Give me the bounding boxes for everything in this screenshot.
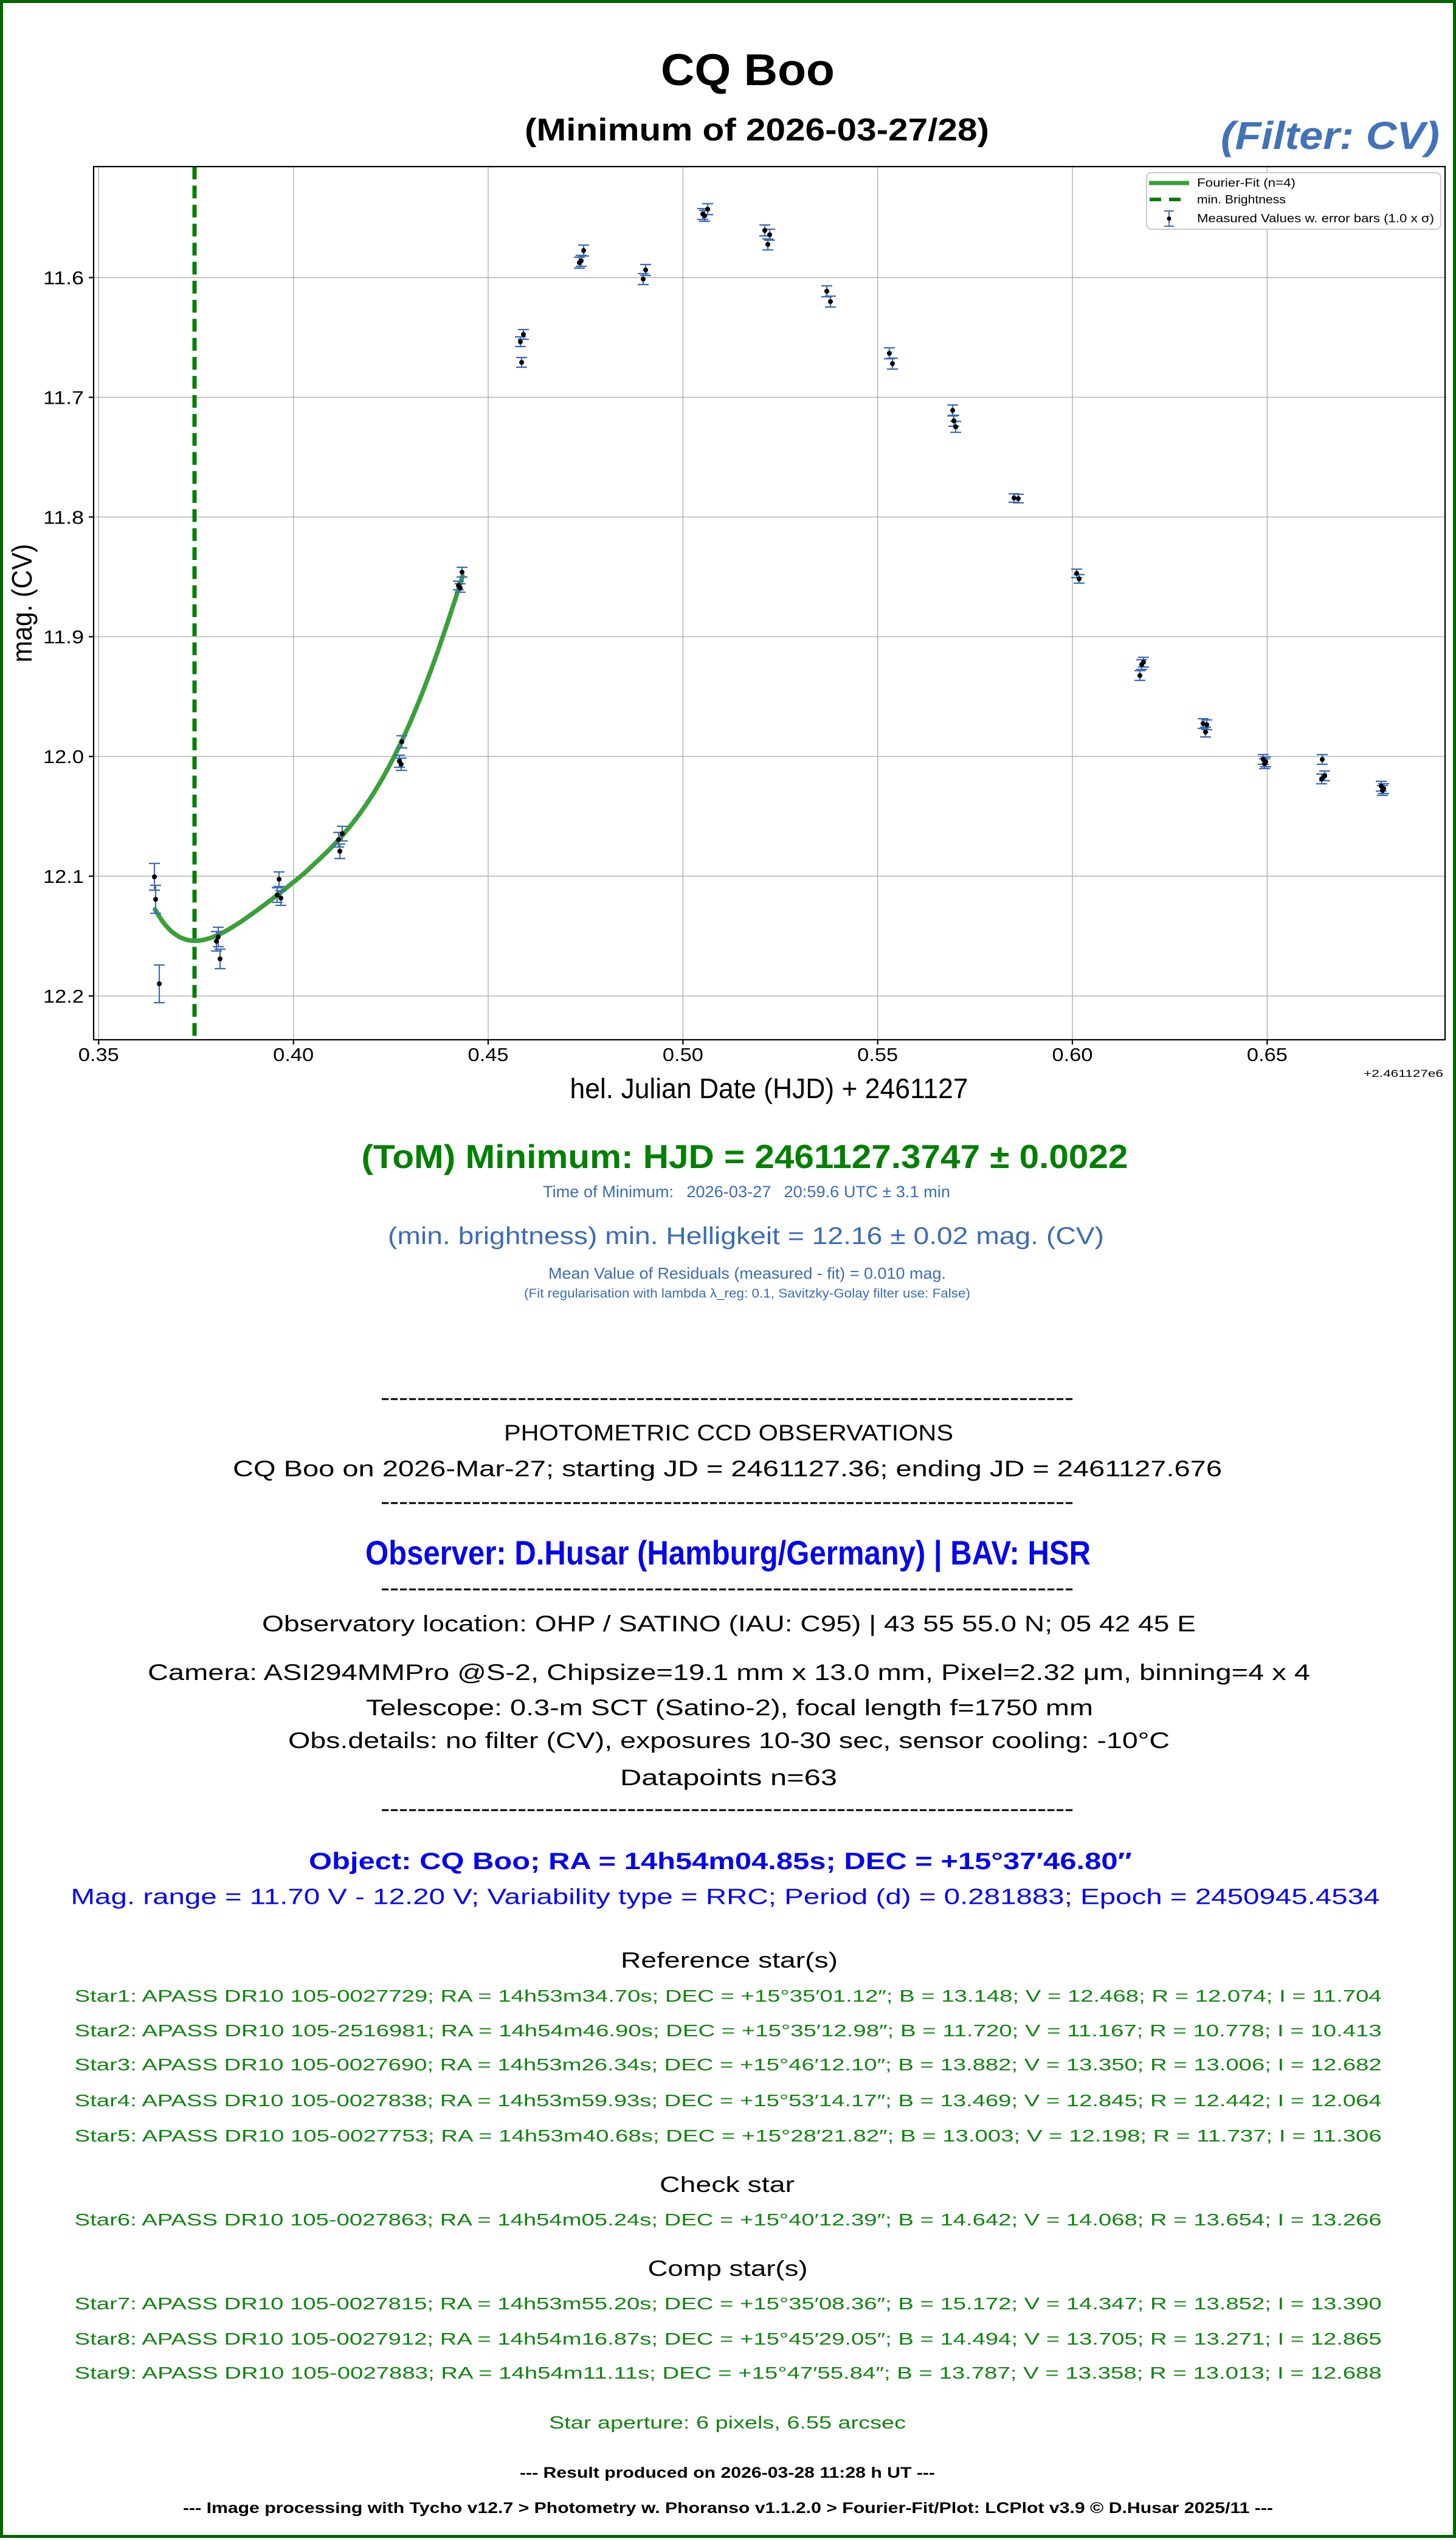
svg-text:Star4: APASS DR10 105-0027838;: Star4: APASS DR10 105-0027838; RA = 14h5… — [75, 2091, 1382, 2110]
svg-text:min. Brightness: min. Brightness — [1197, 193, 1286, 207]
svg-text:(Minimum of 2026-03-27/28): (Minimum of 2026-03-27/28) — [525, 112, 989, 148]
svg-text:Datapoints n=63: Datapoints n=63 — [620, 1765, 837, 1790]
svg-text:0.40: 0.40 — [273, 1044, 314, 1065]
svg-text:Comp star(s): Comp star(s) — [648, 2256, 808, 2281]
svg-text:Mag. range = 11.70 V - 12.20 V: Mag. range = 11.70 V - 12.20 V; Variabil… — [71, 1884, 1380, 1909]
svg-text:12.0: 12.0 — [43, 746, 84, 767]
svg-text:+2.461127e6: +2.461127e6 — [1364, 1068, 1443, 1079]
svg-text:--- Image processing with Tych: --- Image processing with Tycho v12.7 > … — [183, 2500, 1273, 2517]
svg-text:0.50: 0.50 — [663, 1044, 703, 1065]
svg-text:0.45: 0.45 — [468, 1044, 509, 1065]
svg-text:Observatory location: OHP / SA: Observatory location: OHP / SATINO (IAU:… — [262, 1611, 1196, 1636]
svg-text:Star aperture: 6 pixels, 6.55: Star aperture: 6 pixels, 6.55 arcsec — [549, 2413, 906, 2433]
svg-text:(Filter: CV): (Filter: CV) — [1221, 114, 1440, 157]
svg-text:0.35: 0.35 — [78, 1044, 119, 1065]
svg-text:CQ Boo on 2026-Mar-27; startin: CQ Boo on 2026-Mar-27; starting JD = 246… — [233, 1456, 1222, 1481]
svg-text:Obs.details: no filter (CV), e: Obs.details: no filter (CV), exposures 1… — [288, 1728, 1170, 1753]
svg-text:Check star: Check star — [660, 2172, 795, 2197]
svg-text:CQ Boo: CQ Boo — [661, 46, 835, 95]
svg-text:--- Result produced on 2026-03: --- Result produced on 2026-03-28 11:28 … — [520, 2464, 935, 2481]
svg-text:Star6: APASS DR10 105-0027863;: Star6: APASS DR10 105-0027863; RA = 14h5… — [75, 2210, 1382, 2229]
svg-text:(Fit regularisation with lambd: (Fit regularisation with lambda λ_reg: 0… — [524, 1286, 970, 1301]
svg-text:PHOTOMETRIC CCD OBSERVATIONS: PHOTOMETRIC CCD OBSERVATIONS — [504, 1420, 953, 1445]
svg-text:11.7: 11.7 — [43, 387, 84, 408]
svg-text:Telescope: 0.3-m SCT (Satino-2: Telescope: 0.3-m SCT (Satino-2), focal l… — [366, 1695, 1093, 1720]
svg-text:11.9: 11.9 — [43, 626, 84, 648]
svg-text:Mean Value of Residuals (measu: Mean Value of Residuals (measured - fit)… — [548, 1264, 946, 1282]
svg-text:Time of Minimum: 2026-03-27: Time of Minimum: 2026-03-27 20:59.6 UTC … — [543, 1183, 950, 1201]
svg-text:Object: CQ Boo; RA = 14h54m04.: Object: CQ Boo; RA = 14h54m04.85s; DEC =… — [309, 1848, 1132, 1875]
svg-text:mag. (CV): mag. (CV) — [6, 544, 38, 663]
svg-text:Star3: APASS DR10 105-0027690;: Star3: APASS DR10 105-0027690; RA = 14h5… — [75, 2055, 1382, 2074]
svg-text:Star2: APASS DR10 105-2516981;: Star2: APASS DR10 105-2516981; RA = 14h5… — [75, 2021, 1382, 2040]
svg-text:Measured Values w. error bars: Measured Values w. error bars (1.0 x σ) — [1197, 212, 1434, 226]
svg-text:Star7: APASS DR10 105-0027815;: Star7: APASS DR10 105-0027815; RA = 14h5… — [75, 2294, 1382, 2313]
svg-text:12.1: 12.1 — [43, 866, 84, 887]
svg-text:0.55: 0.55 — [857, 1044, 898, 1065]
svg-text:Observer: D.Husar (Hamburg/Ger: Observer: D.Husar (Hamburg/Germany) | BA… — [365, 1533, 1091, 1572]
svg-text:Reference star(s): Reference star(s) — [621, 1948, 838, 1972]
svg-text:11.8: 11.8 — [43, 506, 84, 528]
svg-text:(min. brightness) min. Helligk: (min. brightness) min. Helligkeit = 12.1… — [388, 1223, 1104, 1250]
svg-text:0.60: 0.60 — [1052, 1044, 1093, 1065]
svg-text:Fourier-Fit (n=4): Fourier-Fit (n=4) — [1197, 176, 1296, 190]
svg-text:Camera: ASI294MMPro @S-2, Chip: Camera: ASI294MMPro @S-2, Chipsize=19.1 … — [148, 1660, 1310, 1685]
svg-text:hel. Julian Date (HJD) + 24611: hel. Julian Date (HJD) + 2461127 — [570, 1073, 968, 1104]
svg-text:(ToM) Minimum: HJD = 2461127.3: (ToM) Minimum: HJD = 2461127.3747 ± 0.00… — [362, 1138, 1128, 1175]
svg-text:Star9: APASS DR10 105-0027883;: Star9: APASS DR10 105-0027883; RA = 14h5… — [75, 2363, 1382, 2382]
svg-text:12.2: 12.2 — [43, 986, 84, 1007]
svg-text:Star5: APASS DR10 105-0027753;: Star5: APASS DR10 105-0027753; RA = 14h5… — [75, 2126, 1382, 2145]
svg-text:0.65: 0.65 — [1247, 1044, 1288, 1065]
svg-text:Star8: APASS DR10 105-0027912;: Star8: APASS DR10 105-0027912; RA = 14h5… — [75, 2329, 1382, 2348]
svg-text:Star1: APASS DR10 105-0027729;: Star1: APASS DR10 105-0027729; RA = 14h5… — [75, 1986, 1382, 2005]
svg-text:11.6: 11.6 — [43, 268, 84, 289]
